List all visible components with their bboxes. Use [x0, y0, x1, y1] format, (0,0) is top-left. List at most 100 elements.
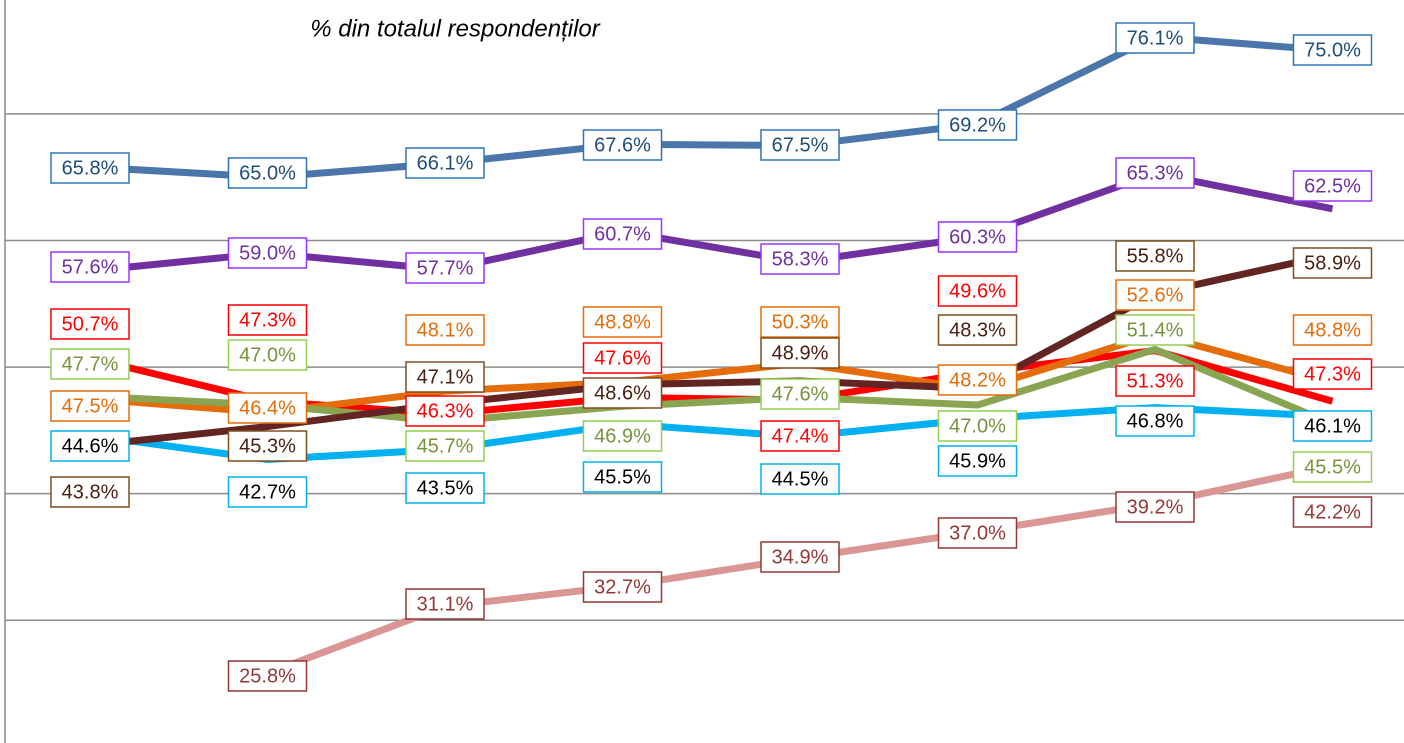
data-label: 48.9% — [772, 342, 829, 364]
data-label-box — [1292, 410, 1373, 442]
data-label: 60.3% — [949, 226, 1006, 248]
data-label-box — [760, 129, 840, 161]
data-label: 60.7% — [594, 223, 651, 245]
data-label: 25.8% — [239, 665, 296, 687]
data-label: 44.5% — [772, 468, 829, 490]
data-label-box — [227, 430, 308, 462]
data-label-box — [937, 109, 1018, 141]
data-label-box — [405, 395, 485, 427]
data-label: 65.0% — [239, 162, 296, 184]
data-label-box — [50, 308, 130, 340]
data-label-box — [1292, 170, 1373, 202]
data-label: 52.6% — [1127, 284, 1184, 306]
data-label-box — [227, 476, 308, 508]
data-label: 47.4% — [772, 425, 829, 447]
data-label-box — [937, 517, 1018, 549]
data-label-box — [1115, 157, 1195, 189]
data-label-box — [1292, 451, 1373, 483]
data-label-box — [582, 461, 663, 493]
data-label: 48.8% — [594, 311, 651, 333]
data-label: 57.6% — [62, 256, 119, 278]
data-label: 46.3% — [417, 400, 474, 422]
data-label: 69.2% — [949, 114, 1006, 136]
data-label: 44.6% — [62, 435, 119, 457]
data-label: 51.3% — [1127, 370, 1184, 392]
data-label: 62.5% — [1304, 175, 1361, 197]
data-label-box — [227, 157, 308, 189]
data-label-box — [1292, 34, 1373, 66]
data-label: 58.9% — [1304, 252, 1361, 274]
data-label-box — [1115, 314, 1195, 346]
data-label: 49.6% — [949, 280, 1006, 302]
data-label: 67.6% — [594, 134, 651, 156]
data-label: 65.3% — [1127, 162, 1184, 184]
data-label-box — [760, 420, 840, 452]
data-label: 39.2% — [1127, 496, 1184, 518]
data-label: 34.9% — [772, 546, 829, 568]
data-label: 75.0% — [1304, 39, 1361, 61]
data-label: 45.7% — [417, 435, 474, 457]
data-label-box — [405, 147, 485, 179]
data-label-box — [937, 275, 1018, 307]
data-label-box — [1115, 22, 1195, 54]
data-label: 47.1% — [417, 366, 474, 388]
data-label-box — [405, 472, 485, 504]
data-label: 58.3% — [772, 248, 829, 270]
data-label: 47.3% — [239, 309, 296, 331]
data-label-box — [582, 571, 663, 603]
data-label: 48.1% — [417, 319, 474, 341]
data-label-box — [937, 221, 1018, 253]
data-label: 42.7% — [239, 481, 296, 503]
data-label: 45.5% — [594, 466, 651, 488]
data-label-box — [937, 364, 1018, 396]
data-label-box — [405, 430, 485, 462]
data-label-box — [50, 430, 130, 462]
data-label: 46.8% — [1127, 410, 1184, 432]
data-label-box — [50, 476, 130, 508]
data-label: 76.1% — [1127, 27, 1184, 49]
data-label-box — [1292, 358, 1373, 390]
data-label-box — [405, 252, 485, 284]
data-label: 42.2% — [1304, 501, 1361, 523]
data-label-box — [582, 420, 663, 452]
data-label: 48.6% — [594, 382, 651, 404]
data-label-box — [582, 377, 663, 409]
chart-title: % din totalul respondenților — [310, 15, 601, 42]
data-label-box — [227, 392, 308, 424]
data-label: 51.4% — [1127, 319, 1184, 341]
data-label: 45.3% — [239, 435, 296, 457]
data-label: 65.8% — [62, 157, 119, 179]
data-label: 43.5% — [417, 477, 474, 499]
data-label: 57.7% — [417, 257, 474, 279]
data-label: 55.8% — [1127, 245, 1184, 267]
data-label: 48.3% — [949, 319, 1006, 341]
data-label-box — [405, 361, 485, 393]
data-label: 47.0% — [239, 344, 296, 366]
data-label-box — [227, 339, 308, 371]
data-label: 46.9% — [594, 425, 651, 447]
data-label: 45.9% — [949, 450, 1006, 472]
data-label: 47.3% — [1304, 363, 1361, 385]
data-label-box — [1292, 314, 1373, 346]
data-label: 47.5% — [62, 395, 119, 417]
data-label-box — [50, 251, 130, 283]
data-label: 47.6% — [594, 347, 651, 369]
data-label: 46.4% — [239, 397, 296, 419]
data-label: 32.7% — [594, 576, 651, 598]
data-label: 47.7% — [62, 353, 119, 375]
data-label-box — [1292, 247, 1373, 279]
data-label: 67.5% — [772, 134, 829, 156]
data-label-box — [582, 129, 663, 161]
data-label-box — [760, 541, 840, 573]
data-label-box — [582, 218, 663, 250]
data-label-box — [1292, 496, 1373, 528]
data-label: 43.8% — [62, 481, 119, 503]
data-label: 48.8% — [1304, 319, 1361, 341]
data-label: 59.0% — [239, 242, 296, 264]
data-label-box — [1115, 405, 1195, 437]
data-label-box — [1115, 491, 1195, 523]
data-label-box — [1115, 240, 1195, 272]
data-label-box — [227, 660, 308, 692]
